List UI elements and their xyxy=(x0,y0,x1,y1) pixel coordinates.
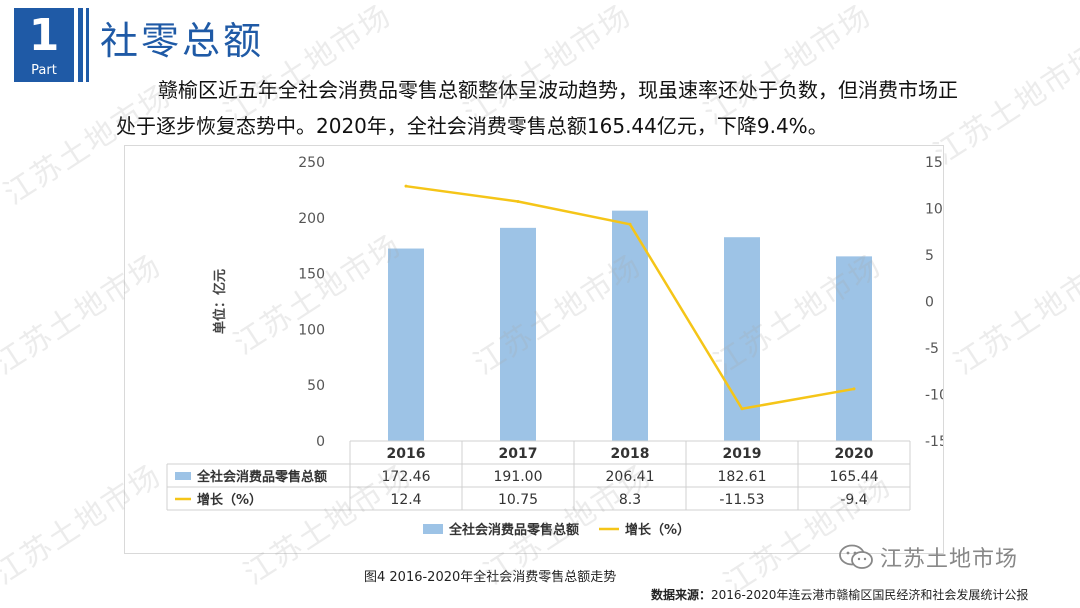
table-row-label-line: 增长（%） xyxy=(197,492,262,508)
bar xyxy=(836,256,872,441)
table-cell-growth-value: 10.75 xyxy=(498,492,538,508)
line-point xyxy=(516,200,520,204)
line-point xyxy=(404,184,408,188)
line-point xyxy=(740,407,744,411)
part-divider xyxy=(78,8,83,82)
wechat-brand: 江苏土地市场 xyxy=(838,542,1018,572)
table-cell-bar-value: 191.00 xyxy=(494,469,543,485)
data-source-text: 2016-2020年连云港市赣榆区国民经济和社会发展统计公报 xyxy=(711,588,1029,602)
y-left-axis-title: 单位：亿元 xyxy=(212,269,228,334)
table-row-label-bar: 全社会消费品零售总额 xyxy=(196,469,327,485)
figure-caption: 图4 2016-2020年全社会消费零售总额走势 xyxy=(364,570,617,585)
brand-name: 江苏土地市场 xyxy=(880,547,1019,572)
y-right-tick-label: -10 xyxy=(925,388,943,404)
bar xyxy=(500,227,536,441)
x-category-label: 2016 xyxy=(387,446,426,462)
part-divider-thin xyxy=(86,8,89,82)
intro-line-2: 处于逐步恢复态势中。2020年，全社会消费零售总额165.44亿元，下降9.4%… xyxy=(116,114,828,138)
y-right-tick-label: -5 xyxy=(925,341,939,357)
y-left-tick-label: 0 xyxy=(316,434,325,450)
part-badge: 1 Part xyxy=(14,8,74,82)
legend-key-bar xyxy=(423,524,443,534)
bar xyxy=(724,237,760,441)
y-left-tick-label: 250 xyxy=(298,155,325,171)
y-left-tick-label: 200 xyxy=(298,211,325,227)
table-cell-growth-value: 8.3 xyxy=(619,492,641,508)
table-cell-growth-value: -11.53 xyxy=(719,492,764,508)
table-cell-bar-value: 206.41 xyxy=(606,469,655,485)
table-cell-bar-value: 182.61 xyxy=(718,469,767,485)
intro-paragraph: 赣榆区近五年全社会消费品零售总额整体呈波动趋势，现虽速率还处于负数，但消费市场正… xyxy=(116,72,996,144)
legend-label-line: 增长（%） xyxy=(625,522,690,538)
table-legend-key-bar xyxy=(175,472,191,480)
y-right-tick-label: 0 xyxy=(925,295,934,311)
y-right-tick-label: 10 xyxy=(925,202,943,218)
y-right-tick-label: -15 xyxy=(925,434,943,450)
chart-frame: 050100150200250-15-10-5051015单位：亿元单位：%20… xyxy=(124,145,944,554)
part-number: 1 xyxy=(28,10,60,61)
y-left-tick-label: 150 xyxy=(298,267,325,283)
watermark: 江苏土地市场 xyxy=(947,247,1080,382)
part-word: Part xyxy=(31,63,57,78)
wechat-icon xyxy=(839,544,873,569)
x-category-label: 2018 xyxy=(611,446,650,462)
table-cell-bar-value: 172.46 xyxy=(382,469,431,485)
y-right-tick-label: 15 xyxy=(925,155,943,171)
x-category-label: 2017 xyxy=(499,446,538,462)
table-cell-growth-value: -9.4 xyxy=(840,492,867,508)
line-point xyxy=(628,222,632,226)
data-source-label: 数据来源： xyxy=(651,588,712,602)
x-category-label: 2020 xyxy=(835,446,874,462)
bar xyxy=(612,210,648,441)
legend-label-bar: 全社会消费品零售总额 xyxy=(448,522,579,538)
x-category-label: 2019 xyxy=(723,446,762,462)
chart-svg: 050100150200250-15-10-5051015单位：亿元单位：%20… xyxy=(166,155,943,538)
y-left-tick-label: 100 xyxy=(298,322,325,338)
y-left-tick-label: 50 xyxy=(307,378,325,394)
y-right-tick-label: 5 xyxy=(925,248,934,264)
intro-line-1: 赣榆区近五年全社会消费品零售总额整体呈波动趋势，现虽速率还处于负数，但消费市场正 xyxy=(158,78,958,102)
line-point xyxy=(852,387,856,391)
section-title: 社零总额 xyxy=(100,19,265,63)
data-source: 数据来源：2016-2020年连云港市赣榆区国民经济和社会发展统计公报 xyxy=(651,586,1028,603)
table-cell-bar-value: 165.44 xyxy=(830,469,879,485)
bar xyxy=(388,248,424,441)
table-cell-growth-value: 12.4 xyxy=(390,492,421,508)
